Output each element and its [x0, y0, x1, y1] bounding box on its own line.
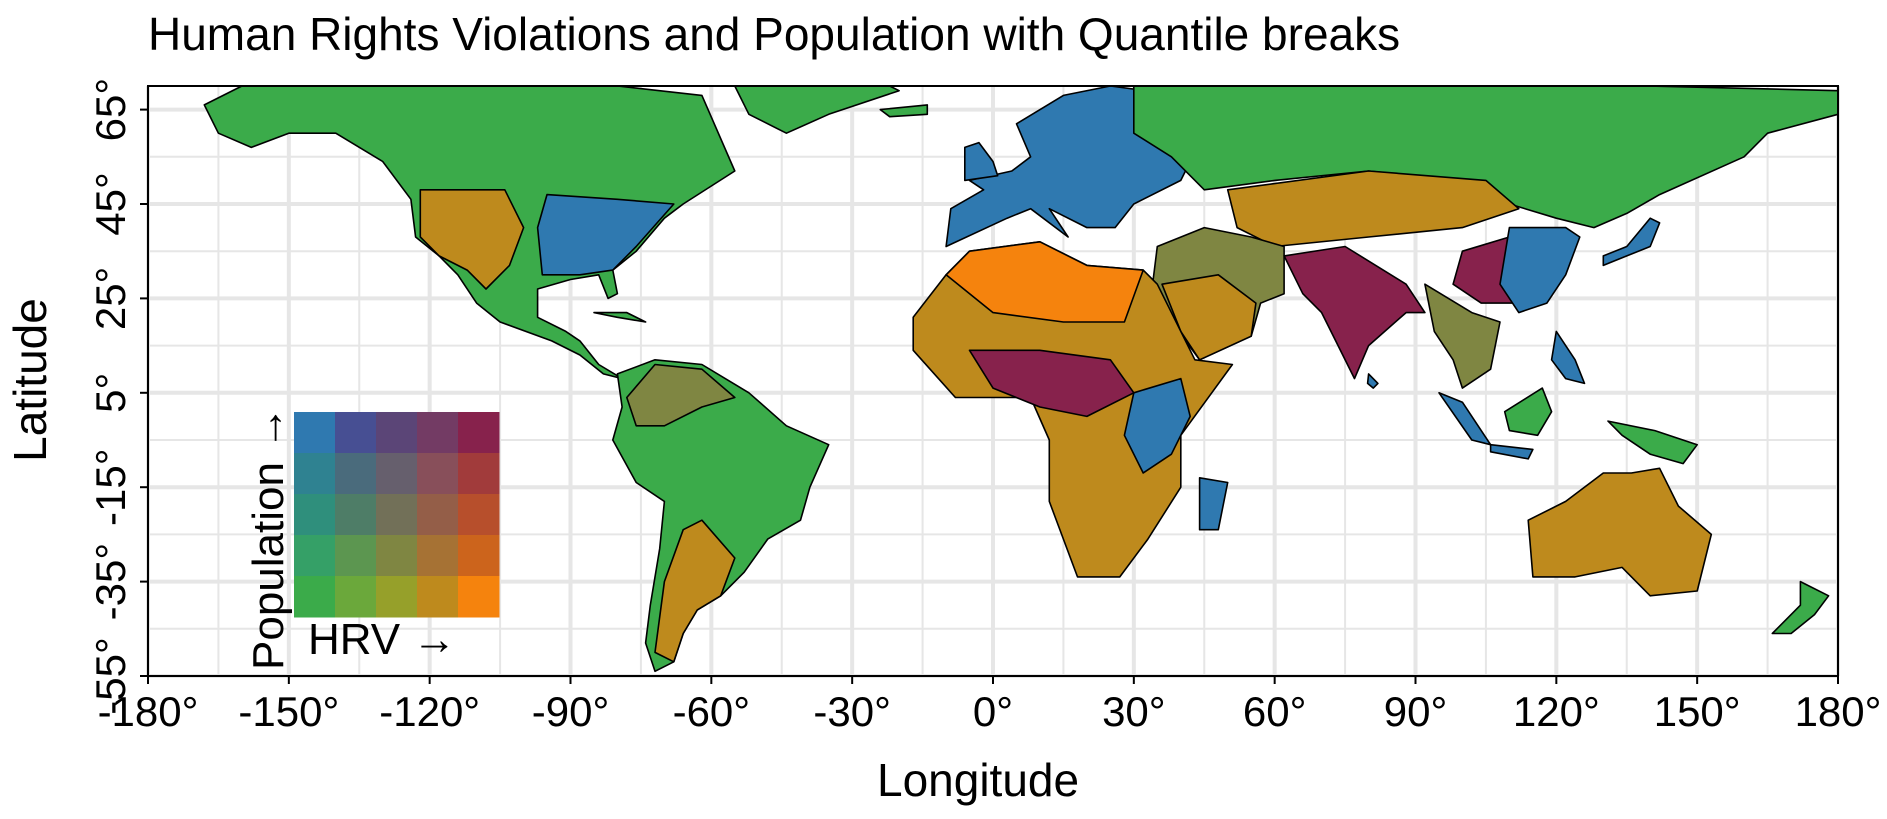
legend-cell [417, 535, 459, 577]
land-north-america-east [536, 193, 675, 276]
land-sri-lanka [1366, 373, 1379, 389]
land-indonesia-sumatra [1438, 392, 1492, 446]
land-africa-east [1123, 377, 1191, 474]
land-central-asia [1226, 170, 1520, 248]
land-new-zealand [1771, 580, 1830, 635]
x-axis-ticks: -180° -150° -120° -90° -60° -30° 0° 30° 60° 90° 12… [98, 676, 1882, 735]
x-tick-label: 150° [1654, 688, 1741, 735]
landmasses [203, 85, 1839, 673]
legend-y-label: Population → [244, 406, 293, 670]
legend-cell [335, 576, 377, 618]
legend-cell [376, 535, 418, 577]
x-tick-label: -120° [379, 688, 480, 735]
land-southeast-asia [1424, 283, 1501, 389]
x-tick-label: -180° [98, 688, 199, 735]
land-borneo [1503, 387, 1553, 437]
legend-cell [417, 453, 459, 495]
bivariate-legend: HRV → Population → [244, 406, 500, 670]
y-tick-label: -15° [87, 448, 134, 526]
land-iceland [879, 104, 929, 118]
y-axis-label: Latitude [4, 298, 56, 462]
land-cuba [593, 311, 647, 323]
x-tick-label: 0° [973, 688, 1013, 735]
land-madagascar [1198, 477, 1229, 531]
legend-cell [417, 494, 459, 536]
x-tick-label: -150° [238, 688, 339, 735]
y-tick-label: 65° [87, 78, 134, 142]
x-tick-label: 60° [1243, 688, 1307, 735]
x-tick-label: 120° [1513, 688, 1600, 735]
land-uk [964, 141, 999, 182]
legend-cell [458, 494, 500, 536]
land-south-america-south [654, 519, 736, 663]
y-axis-ticks: -55° -35° -15° 5° 25° 45° 65° [87, 78, 148, 715]
legend-cell [417, 576, 459, 618]
land-north-america-west [419, 189, 525, 290]
legend-cell [376, 412, 418, 454]
chart-title: Human Rights Violations and Population w… [148, 8, 1401, 60]
legend-cell [294, 453, 336, 495]
land-africa-north [945, 241, 1144, 323]
land-australia [1527, 467, 1713, 597]
legend-cell [458, 412, 500, 454]
legend-cell [376, 453, 418, 495]
legend-cell [458, 453, 500, 495]
legend-cell [376, 576, 418, 618]
y-tick-label: 5° [87, 373, 134, 413]
x-tick-label: 90° [1384, 688, 1448, 735]
y-tick-label: 25° [87, 267, 134, 331]
legend-cell [335, 535, 377, 577]
y-tick-label: -35° [87, 543, 134, 621]
legend-cell [458, 576, 500, 618]
legend-cell [294, 576, 336, 618]
legend-cell [335, 453, 377, 495]
y-tick-label: 45° [87, 172, 134, 236]
land-africa-central [968, 349, 1135, 418]
legend-cell [294, 494, 336, 536]
legend-cell [294, 412, 336, 454]
legend-cell [335, 494, 377, 536]
land-new-guinea [1607, 420, 1698, 465]
legend-cell [335, 412, 377, 454]
x-tick-label: 180° [1795, 688, 1882, 735]
legend-x-label: HRV → [308, 615, 456, 664]
x-axis-label: Longitude [877, 754, 1080, 806]
x-tick-label: -60° [673, 688, 751, 735]
legend-cell [294, 535, 336, 577]
legend-cell [376, 494, 418, 536]
x-tick-label: 30° [1102, 688, 1166, 735]
land-east-china [1499, 226, 1581, 314]
x-tick-label: -90° [532, 688, 610, 735]
land-india [1283, 245, 1426, 380]
y-tick-label: -55° [87, 637, 134, 715]
legend-cell [417, 412, 459, 454]
land-japan [1602, 217, 1661, 267]
legend-cell [458, 535, 500, 577]
land-java [1489, 443, 1534, 460]
land-south-america-north [626, 363, 736, 427]
x-tick-label: -30° [813, 688, 891, 735]
land-philippines [1550, 330, 1586, 385]
